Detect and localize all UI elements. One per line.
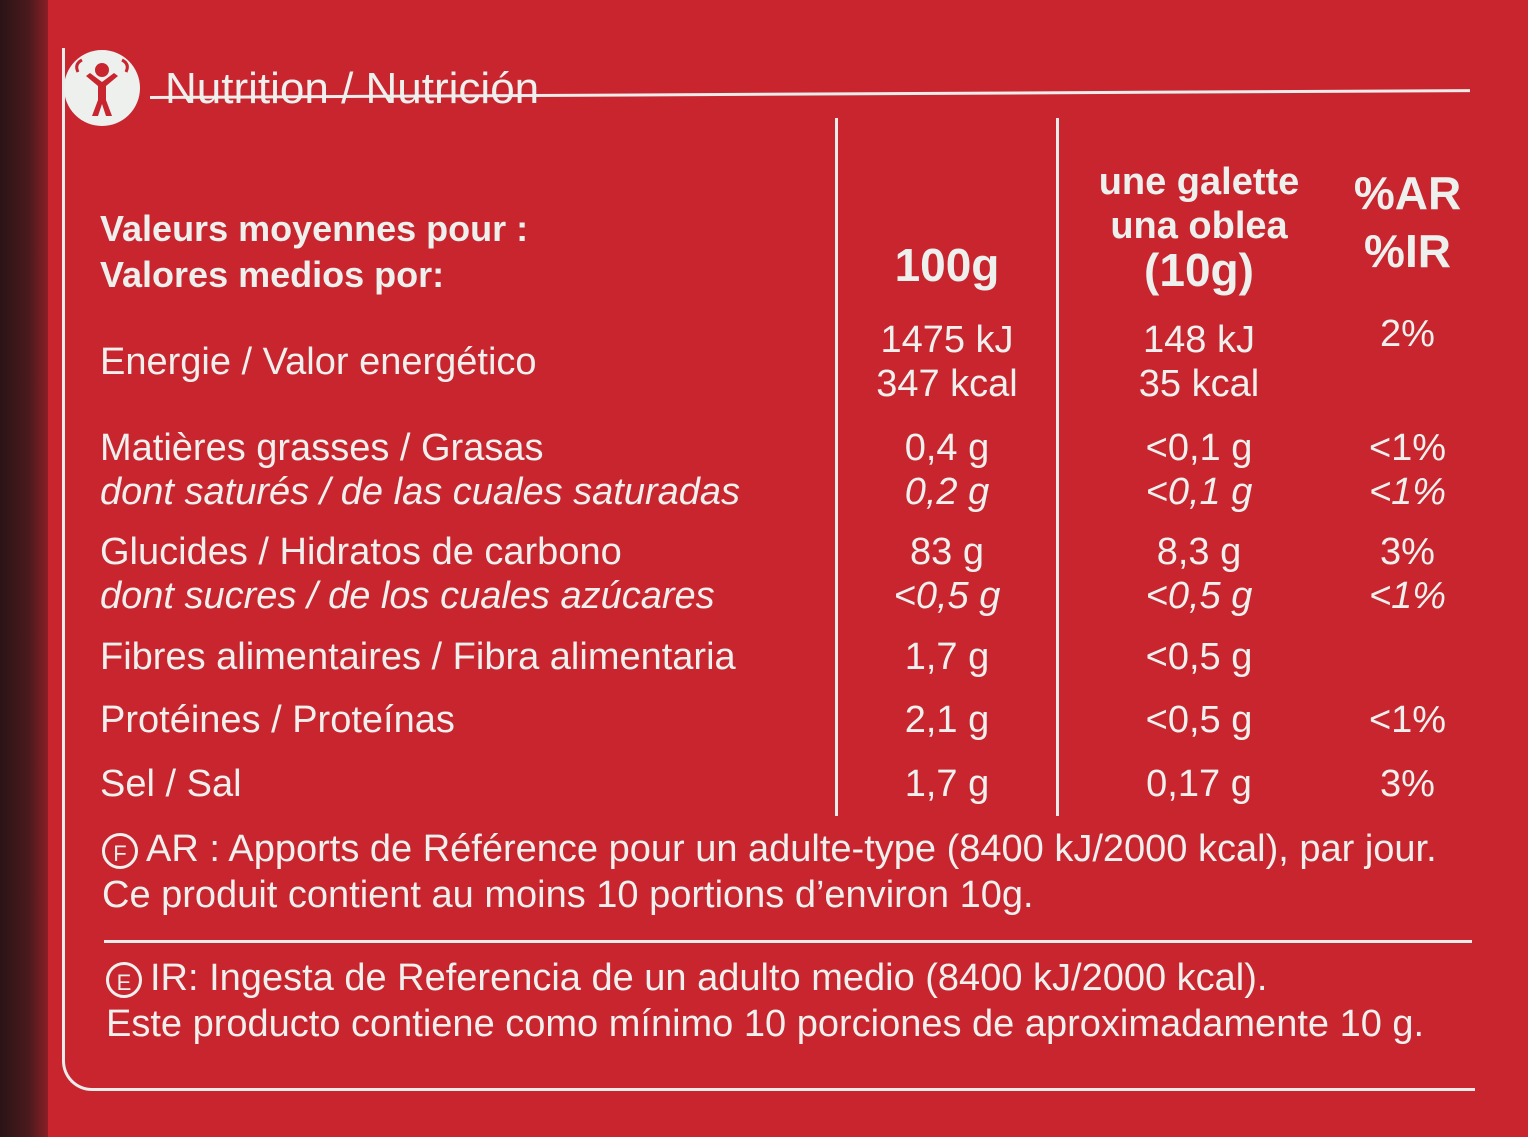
panel-title: Nutrition / Nutrición (165, 64, 540, 113)
header-label-es: Valores medios por: (100, 254, 445, 295)
row-value-100g: 83 g <0,5 g (835, 522, 1058, 626)
value: 148 kJ (1143, 319, 1255, 361)
header-portion: une galette una oblea (10g) (1056, 118, 1339, 306)
row-label-sub: dont saturés / de las cuales saturadas (100, 471, 741, 513)
nutrition-table: Valeurs moyennes pour : Valores medios p… (86, 118, 1476, 816)
row-percent: 3% (1380, 763, 1435, 805)
row-value-portion: 148 kJ 35 kcal (1056, 306, 1339, 418)
header-row: Valeurs moyennes pour : Valores medios p… (86, 118, 1476, 306)
row-label-main: Matières grasses / Grasas (100, 427, 544, 469)
value: <0,1 g (1145, 427, 1253, 469)
footnote-fr-line2: Ce produit contient au moins 10 portions… (102, 874, 1034, 916)
row-value-portion: 8,3 g <0,5 g (1056, 522, 1339, 626)
header-label-fr: Valeurs moyennes pour : (100, 208, 529, 249)
table-row: Energie / Valor energético 1475 kJ 347 k… (86, 306, 1476, 418)
french-mark-icon: F (102, 832, 138, 869)
header-ar: %AR (1353, 167, 1462, 219)
row-label: Glucides / Hidratos de carbono dont sucr… (86, 522, 837, 626)
value: 83 g (910, 531, 984, 573)
row-label-main: Glucides / Hidratos de carbono (100, 531, 622, 573)
row-value-portion: <0,5 g (1056, 626, 1339, 688)
footnote-es: E IR: Ingesta de Referencia de un adulto … (106, 955, 1424, 1047)
row-percent: <1% (1368, 699, 1447, 741)
row-label: Energie / Valor energético (100, 341, 537, 383)
header-portion-qty: (10g) (1144, 244, 1254, 296)
row-percent: <1% <1% (1339, 418, 1476, 522)
table-row: Protéines / Proteínas 2,1 g <0,5 g <1% (86, 688, 1476, 752)
row-label-sub: dont sucres / de los cuales azúcares (100, 575, 715, 617)
value: <0,5 g (1145, 575, 1253, 617)
header-ir: %IR (1364, 225, 1451, 277)
value: 1475 kJ (880, 319, 1014, 361)
row-value-100g: 1,7 g (835, 752, 1058, 816)
footnote-fr: F AR : Apports de Référence pour un adult… (102, 826, 1437, 918)
nutrition-panel-border (62, 48, 1475, 1091)
package-edge (0, 0, 48, 1137)
value: <1% (1368, 471, 1447, 513)
header-portion-es: una oblea (1110, 205, 1288, 247)
value: 0,4 g (904, 427, 990, 469)
row-value-portion: 0,17 g (1056, 752, 1339, 816)
spanish-mark-icon: E (106, 961, 142, 998)
row-percent: 2% (1380, 313, 1435, 355)
value: 0,2 g (904, 471, 990, 513)
row-label: Protéines / Proteínas (100, 699, 455, 741)
person-figure-icon-drawing (75, 58, 129, 116)
value: 347 kcal (876, 363, 1018, 405)
header-portion-fr: une galette (1098, 161, 1300, 203)
row-label: Sel / Sal (100, 763, 242, 805)
footnote-es-line2: Este producto contiene como mínimo 10 po… (106, 1003, 1425, 1045)
value: <1% (1368, 575, 1447, 617)
footnote-divider (104, 940, 1472, 943)
table-row: Glucides / Hidratos de carbono dont sucr… (86, 522, 1476, 626)
value: <0,5 g (893, 575, 1001, 617)
row-value-portion: <0,1 g <0,1 g (1056, 418, 1339, 522)
row-value-100g: 0,4 g 0,2 g (835, 418, 1058, 522)
footnote-fr-line1: AR : Apports de Référence pour un adulte… (146, 828, 1437, 870)
row-value-100g: 1,7 g (835, 626, 1058, 688)
row-value-100g: 1475 kJ 347 kcal (835, 306, 1058, 418)
row-label: Matières grasses / Grasas dont saturés /… (86, 418, 837, 522)
table-row: Sel / Sal 1,7 g 0,17 g 3% (86, 752, 1476, 816)
value: 3% (1380, 531, 1435, 573)
value: 35 kcal (1138, 363, 1260, 405)
header-percent: %AR %IR (1339, 118, 1476, 306)
row-value-100g: 2,1 g (835, 688, 1058, 752)
row-value-portion: <0,5 g (1056, 688, 1339, 752)
row-percent (1339, 626, 1476, 688)
row-label: Fibres alimentaires / Fibra alimentaria (100, 636, 736, 678)
footnote-es-line1: IR: Ingesta de Referencia de un adulto m… (150, 957, 1268, 999)
header-label: Valeurs moyennes pour : Valores medios p… (86, 118, 837, 306)
value: 8,3 g (1156, 531, 1242, 573)
table-row: Matières grasses / Grasas dont saturés /… (86, 418, 1476, 522)
row-percent: 3% <1% (1339, 522, 1476, 626)
value: <0,1 g (1145, 471, 1253, 513)
value: <1% (1368, 427, 1447, 469)
header-100g: 100g (835, 118, 1058, 306)
table-row: Fibres alimentaires / Fibra alimentaria … (86, 626, 1476, 688)
